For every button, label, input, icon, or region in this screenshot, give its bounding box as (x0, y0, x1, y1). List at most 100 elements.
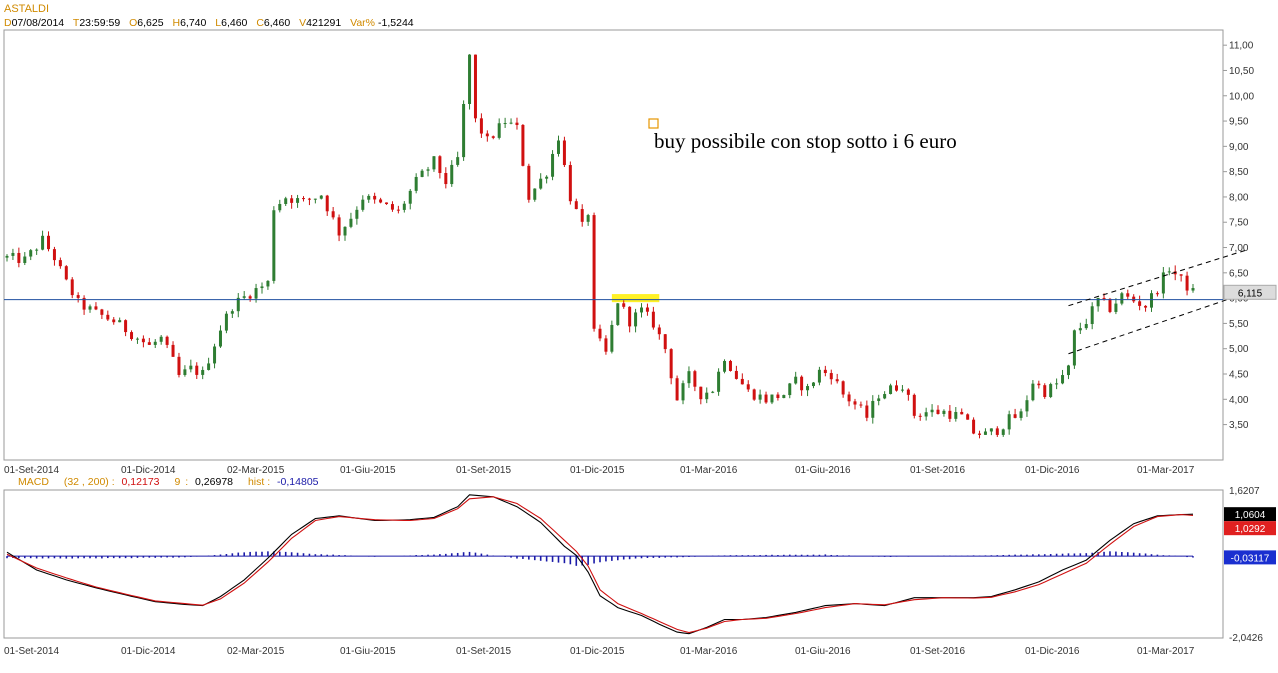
price-y-tick-label: 8,00 (1229, 192, 1249, 203)
support-highlight-zone (611, 294, 660, 303)
price-candle-body (171, 344, 175, 357)
price-candle-body (302, 198, 305, 200)
price-candle-body (153, 341, 157, 345)
price-candle-body (1055, 383, 1059, 385)
price-candle-body (960, 411, 964, 415)
price-candle-body (1149, 293, 1153, 308)
price-candle-body (788, 383, 792, 396)
price-candle-body (966, 414, 970, 420)
price-candle-body (444, 173, 448, 185)
price-candle-body (835, 379, 839, 382)
price-candle-body (426, 169, 430, 171)
trend-channel-lower (1068, 292, 1247, 355)
symbol-title: ASTALDI (4, 3, 49, 15)
high-value: 6,740 (180, 17, 206, 29)
price-candle-body (1108, 298, 1112, 312)
price-candle-body (728, 360, 732, 371)
price-candle-body (248, 296, 252, 299)
price-candle-body (1096, 297, 1100, 307)
price-candle-body (278, 203, 282, 211)
hist-value: -0,14805 (277, 476, 319, 488)
macd-line (6, 494, 1194, 635)
price-candle-body (1013, 414, 1017, 418)
price-candle-body (640, 307, 644, 313)
price-y-tick-label: 3,50 (1229, 420, 1249, 431)
signal-value: 0,26978 (195, 476, 233, 488)
price-candle-body (545, 176, 549, 179)
price-candle-body (284, 198, 288, 204)
chart-annotation: buy possibile con stop sotto i 6 euro (654, 129, 957, 153)
price-candle-body (52, 249, 56, 261)
price-candle-body (823, 369, 827, 374)
price-candle-body (1132, 296, 1136, 302)
price-candle-body (681, 383, 685, 401)
price-candle-body (343, 226, 347, 236)
price-candle-body (794, 376, 798, 384)
price-candle-body (355, 209, 359, 219)
price-candle-body (556, 140, 560, 154)
price-candle-body (390, 204, 394, 210)
price-candle-body (1126, 293, 1130, 297)
price-candle-body (349, 218, 353, 227)
price-candle-body (604, 338, 608, 352)
price-y-tick-label: 9,50 (1229, 117, 1249, 128)
price-y-tick-label: 7,50 (1229, 218, 1249, 229)
macd-x-tick-label: 01-Dic-2015 (570, 646, 625, 657)
macd-axis-bottom-label: -2,0426 (1229, 633, 1263, 644)
price-candle-body (895, 385, 898, 391)
price-candle-body (325, 195, 329, 212)
price-candle-body (23, 256, 27, 263)
price-candle-body (989, 428, 993, 432)
date-value: 07/08/2014 (12, 17, 65, 29)
price-candle-body (106, 314, 110, 320)
price-candle-body (1090, 306, 1094, 325)
price-candle-body (758, 394, 762, 400)
price-candle-body (266, 280, 270, 287)
price-candle-body (1173, 271, 1177, 275)
price-candle-body (82, 297, 86, 310)
price-candle-body (1066, 365, 1070, 376)
price-candle-body (11, 252, 15, 256)
price-x-tick-label: 01-Giu-2016 (795, 465, 851, 476)
price-candle-body (64, 266, 68, 280)
price-candle-body (313, 198, 317, 200)
price-x-tick-label: 01-Dic-2015 (570, 465, 625, 476)
price-candle-body (1043, 385, 1047, 397)
price-candle-body (479, 118, 483, 134)
price-candle-body (1072, 330, 1076, 366)
price-candle-body (118, 320, 122, 323)
price-candle-body (88, 306, 92, 310)
price-candle-body (847, 394, 851, 402)
annotation-marker (648, 118, 659, 129)
price-candle-body (473, 54, 477, 119)
price-y-tick-label: 7,00 (1229, 243, 1249, 254)
price-candle-body (628, 306, 632, 327)
macd-value-tag (1224, 550, 1276, 565)
price-candle-body (509, 122, 513, 124)
price-candle-body (213, 346, 217, 364)
price-candle-body (290, 198, 294, 203)
price-candle-body (900, 389, 904, 391)
price-x-tick-label: 01-Mar-2017 (1137, 465, 1195, 476)
macd-value-tag (1224, 507, 1276, 522)
price-candle-body (1061, 375, 1065, 384)
ohlc-readout: D07/08/2014 T23:59:59 O6,625 H6,740 L6,4… (4, 17, 414, 29)
price-candle-body (1138, 301, 1142, 306)
price-candle-body (622, 303, 626, 307)
price-candle-body (580, 209, 584, 222)
price-candle-body (592, 215, 596, 329)
price-y-tick-label: 10,00 (1229, 91, 1254, 102)
price-candle-body (924, 412, 928, 417)
price-candle-body (379, 199, 383, 203)
price-candle-body (717, 371, 721, 392)
price-candle-body (806, 386, 810, 391)
price-candle-body (420, 170, 424, 177)
price-candle-body (1084, 324, 1088, 329)
price-candle-body (272, 210, 276, 281)
price-candle-body (776, 394, 780, 399)
price-candle-body (817, 369, 821, 383)
price-candle-body (1120, 293, 1124, 304)
price-candle-body (610, 324, 614, 352)
price-candle-body (189, 365, 193, 370)
price-candle-body (29, 250, 33, 257)
